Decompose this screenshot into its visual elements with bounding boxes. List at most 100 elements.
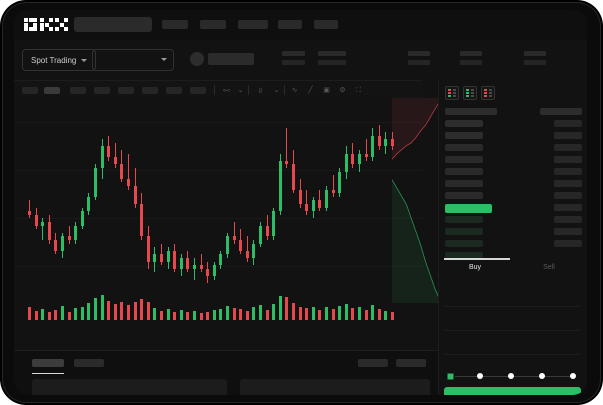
orderbook-row-right[interactable] xyxy=(554,180,582,187)
amount-percent-slider[interactable] xyxy=(446,372,579,381)
slider-stop-25[interactable] xyxy=(477,373,483,379)
volume-bar xyxy=(199,313,203,320)
market-depth-chart xyxy=(392,98,440,303)
candle xyxy=(311,196,315,219)
orderbook-row-right[interactable] xyxy=(554,204,582,211)
orderbook-row[interactable] xyxy=(445,192,483,199)
orderbook-row-right[interactable] xyxy=(554,168,582,175)
orderbook-row[interactable] xyxy=(445,156,483,163)
volume-bar xyxy=(153,308,157,320)
chevron-down-icon[interactable]: ⌄ xyxy=(237,87,244,94)
orderbook-row[interactable] xyxy=(445,120,483,127)
chart-gridline xyxy=(14,266,422,267)
orderbook-row-right[interactable] xyxy=(540,108,582,115)
orders-action-1[interactable] xyxy=(358,359,388,367)
orderbook-asks-icon[interactable] xyxy=(481,86,495,100)
timeframe-button-5[interactable] xyxy=(118,87,134,94)
orders-tab-active-underline xyxy=(32,373,64,374)
volume-bar xyxy=(206,311,210,320)
volume-bar xyxy=(325,306,328,320)
orderbook-row[interactable] xyxy=(445,132,483,139)
slider-stop-50[interactable] xyxy=(508,373,514,379)
nav-item-5[interactable] xyxy=(314,20,338,29)
chevron-down-icon xyxy=(81,58,88,62)
orderbook-row[interactable] xyxy=(445,168,483,175)
candle xyxy=(199,254,203,273)
orderbook-row-right[interactable] xyxy=(554,228,582,235)
depth-chart-svg xyxy=(392,98,440,303)
orderbook-row-right[interactable] xyxy=(554,120,582,127)
orderbook-row[interactable] xyxy=(445,108,497,115)
orderbook-row-highlighted[interactable] xyxy=(445,204,492,213)
timeframe-button-8[interactable] xyxy=(190,87,206,94)
candle xyxy=(80,207,84,230)
slider-handle[interactable] xyxy=(446,372,455,381)
trading-mode-selector[interactable]: Spot Trading xyxy=(22,49,97,71)
trade-side-tabs: Buy Sell xyxy=(438,258,587,280)
orderbook-row-right[interactable] xyxy=(554,156,582,163)
volume-bar xyxy=(278,295,282,320)
orderbook-row-right[interactable] xyxy=(554,144,582,151)
tab-sell[interactable]: Sell xyxy=(543,264,555,271)
settings-gear-icon[interactable]: ⚙ xyxy=(339,87,346,94)
volume-bar xyxy=(140,299,144,320)
orderbook-bids-icon[interactable] xyxy=(463,86,477,100)
candle xyxy=(364,139,368,161)
timeframe-button-3[interactable] xyxy=(70,87,86,94)
nav-item-1[interactable] xyxy=(162,20,188,29)
orderbook-row-right[interactable] xyxy=(554,240,582,247)
candle xyxy=(160,243,163,266)
candle xyxy=(140,193,144,240)
pair-selector[interactable] xyxy=(92,49,174,71)
timeframe-button-7[interactable] xyxy=(166,87,182,94)
candlestick-chart[interactable] xyxy=(14,98,422,350)
top-navigation-bar xyxy=(14,10,587,40)
timeframe-button-4[interactable] xyxy=(94,87,110,94)
orderbook-row-right[interactable] xyxy=(554,192,582,199)
timeframe-button-2[interactable] xyxy=(44,87,60,94)
orders-tab-1[interactable] xyxy=(32,359,64,367)
orderbook-row[interactable] xyxy=(445,180,483,187)
orderbook-row[interactable] xyxy=(445,240,483,247)
nav-item-4[interactable] xyxy=(278,20,302,29)
orders-card-1[interactable] xyxy=(32,379,227,395)
orders-card-2[interactable] xyxy=(240,379,430,395)
nav-item-2[interactable] xyxy=(200,20,226,29)
global-search-input[interactable] xyxy=(74,17,152,32)
timeframe-button-6[interactable] xyxy=(142,87,158,94)
tab-buy[interactable]: Buy xyxy=(468,264,482,271)
submit-buy-button[interactable] xyxy=(444,387,581,395)
order-field-divider-1 xyxy=(444,306,581,307)
candle xyxy=(338,168,342,197)
order-field-divider-3 xyxy=(444,354,581,355)
candle xyxy=(371,128,375,161)
chart-toolbar: ⧟ ⌄ ⫫ ⌄ ∿ ╱ ▣ ⚙ ⛶ xyxy=(14,80,422,100)
orderbook-row[interactable] xyxy=(445,228,483,235)
orderbook-row-right[interactable] xyxy=(554,216,582,223)
nav-item-3[interactable] xyxy=(238,20,268,29)
drawing-pencil-icon[interactable]: ╱ xyxy=(308,87,313,94)
slider-stop-75[interactable] xyxy=(539,373,545,379)
orderbook-row[interactable] xyxy=(445,216,483,223)
candle xyxy=(245,236,249,262)
line-style-icon[interactable]: ∿ xyxy=(291,87,298,94)
orderbook-row[interactable] xyxy=(445,252,483,259)
fullscreen-icon[interactable]: ⛶ xyxy=(356,87,361,94)
market-stat-2 xyxy=(318,51,346,65)
market-header: Spot Trading xyxy=(14,40,587,80)
volume-bar xyxy=(272,304,276,320)
candle xyxy=(61,232,64,258)
okx-logo-icon[interactable] xyxy=(24,18,68,31)
orderbook-row[interactable] xyxy=(445,144,483,151)
slider-stop-100[interactable] xyxy=(570,373,576,379)
orders-tab-2[interactable] xyxy=(74,359,104,367)
indicators-icon[interactable]: ⧟ xyxy=(223,87,230,94)
order-field-divider-2 xyxy=(444,330,581,331)
timeframe-button-1[interactable] xyxy=(22,87,38,94)
orderbook-both-icon[interactable] xyxy=(445,86,459,100)
chart-type-icon[interactable]: ⫫ xyxy=(258,87,263,94)
orders-action-2[interactable] xyxy=(396,359,426,367)
camera-icon[interactable]: ▣ xyxy=(323,87,330,94)
orderbook-row-right[interactable] xyxy=(554,132,582,139)
chevron-down-icon-2[interactable]: ⌄ xyxy=(273,87,280,94)
